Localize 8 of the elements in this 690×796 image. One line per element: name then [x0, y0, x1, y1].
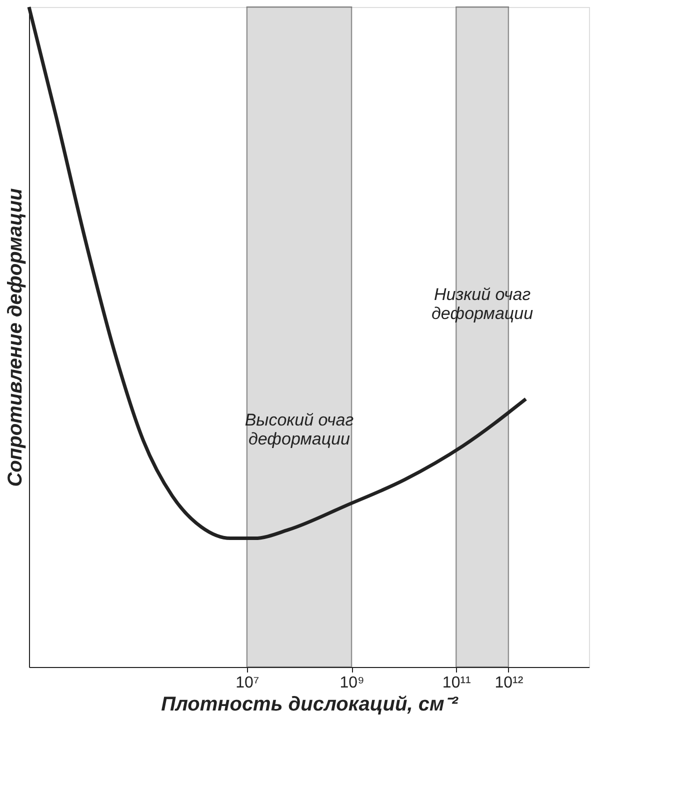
x-tick-label: 10⁹ — [340, 674, 364, 692]
y-axis-title: Сопротивление деформации — [4, 188, 26, 487]
band-label: Высокий очаг деформации — [244, 410, 354, 448]
x-tick-label: 10⁷ — [236, 674, 260, 692]
x-tick-label: 10¹¹ — [442, 674, 471, 692]
x-axis-title: Плотность дислокаций, см⁻² — [161, 694, 460, 716]
x-tick-label: 10¹² — [494, 674, 524, 692]
band-label: Низкий очаг деформации — [432, 285, 534, 323]
